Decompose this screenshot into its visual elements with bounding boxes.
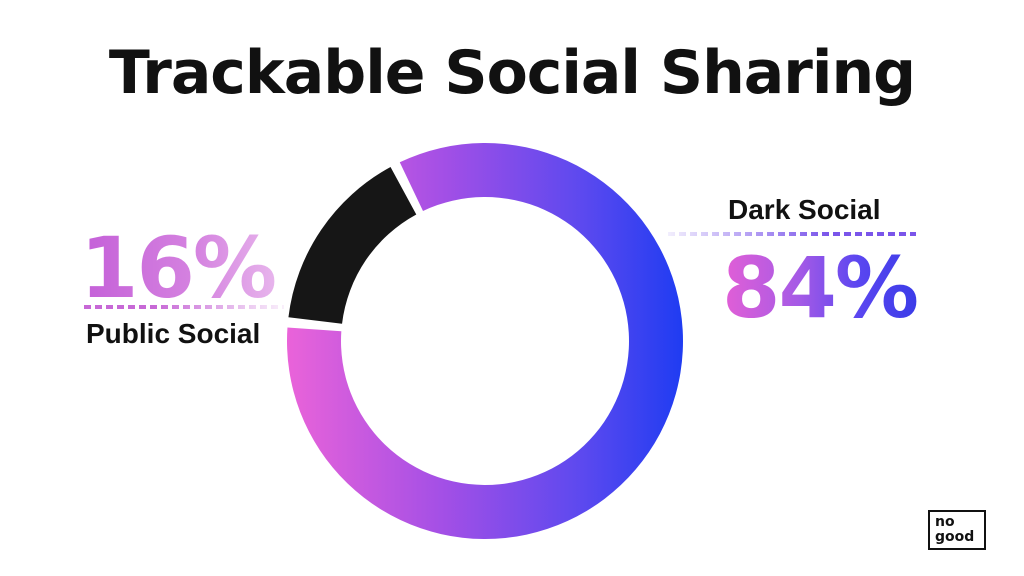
- logo-line-2: good: [935, 529, 975, 545]
- dark-social-percent: 84%: [722, 239, 919, 337]
- public-social-label: Public Social: [86, 318, 261, 349]
- nogood-logo: no good: [928, 510, 986, 550]
- public-social-percent: 16%: [80, 219, 277, 317]
- logo-line-1: no: [935, 514, 955, 530]
- chart-title: Trackable Social Sharing: [108, 38, 916, 108]
- dark-social-divider: [668, 232, 916, 236]
- donut-chart: [287, 143, 683, 539]
- public-social-divider: [84, 305, 284, 309]
- slice-public-social: [288, 166, 417, 324]
- dark-social-label: Dark Social: [728, 194, 881, 225]
